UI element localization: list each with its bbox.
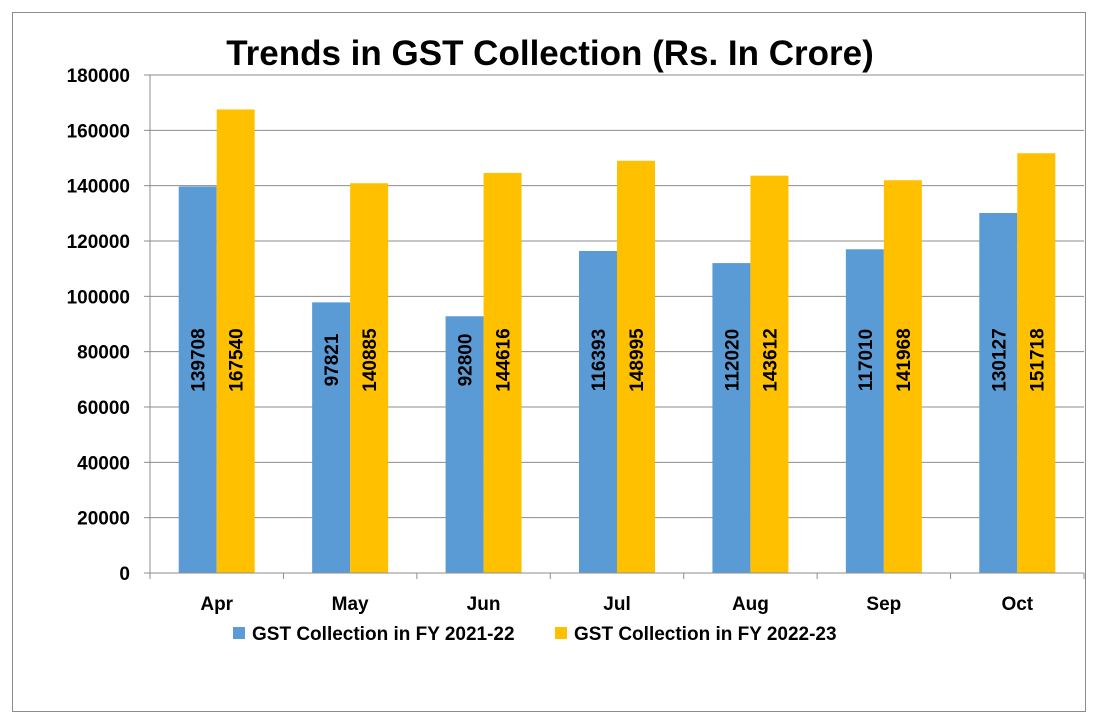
bar-fy2021-22 <box>979 212 1018 573</box>
bar-fy2021-22 <box>312 302 351 573</box>
bar-fy2021-22 <box>579 250 617 573</box>
x-tick-label: Jun <box>467 594 501 615</box>
bar-fy2021-22 <box>445 316 484 573</box>
x-axis: Apr May Jun Jul Aug Sep Oct <box>149 572 1085 615</box>
bars <box>178 109 1056 574</box>
y-tick-label: 100000 <box>67 287 130 308</box>
data-label: 151718 <box>1027 328 1048 391</box>
y-tick-label: 40000 <box>77 453 130 474</box>
data-label: 117010 <box>856 329 877 391</box>
x-tick-label: May <box>332 594 369 615</box>
bar-fy2021-22 <box>178 186 217 573</box>
data-label: 130127 <box>989 328 1010 391</box>
data-label: 148995 <box>627 328 648 392</box>
x-tick-label: Aug <box>732 594 769 615</box>
y-tick-label: 60000 <box>77 398 130 419</box>
y-tick-label: 80000 <box>77 343 130 364</box>
data-label: 140885 <box>360 328 381 392</box>
chart-title: Trends in GST Collection (Rs. In Crore) <box>226 34 874 73</box>
bar-fy2022-23 <box>883 180 922 573</box>
y-tick-label: 20000 <box>77 509 130 530</box>
bar-fy2022-23 <box>1017 153 1056 573</box>
y-tick-label: 160000 <box>67 121 130 142</box>
bar-fy2022-23 <box>750 175 789 573</box>
bar-fy2021-22 <box>845 249 884 573</box>
legend-swatch <box>555 627 567 639</box>
y-tick-label: 180000 <box>67 66 130 87</box>
data-label: 139708 <box>189 328 210 391</box>
data-label: 116393 <box>589 329 610 391</box>
data-label: 92800 <box>456 334 477 387</box>
bar-fy2022-23 <box>350 183 389 573</box>
legend: GST Collection in FY 2021-22 GST Collecti… <box>233 624 837 645</box>
data-labels: 139708 167540 97821 140885 92800 144616 116393… <box>189 328 1049 392</box>
data-label: 97821 <box>322 333 343 386</box>
bar-fy2022-23 <box>216 109 255 574</box>
legend-label: GST Collection in FY 2022-23 <box>574 624 837 645</box>
legend-label: GST Collection in FY 2021-22 <box>252 624 515 645</box>
bar-fy2022-23 <box>617 160 655 573</box>
data-label: 112020 <box>722 329 743 391</box>
x-tick-label: Apr <box>200 594 233 615</box>
data-label: 141968 <box>894 328 915 391</box>
data-label: 143612 <box>760 328 781 391</box>
y-tick-label: 140000 <box>67 177 130 198</box>
x-tick-label: Oct <box>1001 594 1033 615</box>
data-label: 167540 <box>227 328 248 391</box>
y-tick-label: 0 <box>119 564 130 585</box>
y-tick-label: 120000 <box>67 232 130 253</box>
y-axis: 0 20000 40000 60000 80000 100000 120000 140000 1… <box>67 66 151 585</box>
bar-fy2022-23 <box>483 172 522 573</box>
data-label: 144616 <box>494 328 515 391</box>
x-tick-label: Jul <box>603 594 630 615</box>
bar-fy2021-22 <box>712 263 751 573</box>
legend-swatch <box>233 627 245 639</box>
x-tick-label: Sep <box>866 594 901 615</box>
